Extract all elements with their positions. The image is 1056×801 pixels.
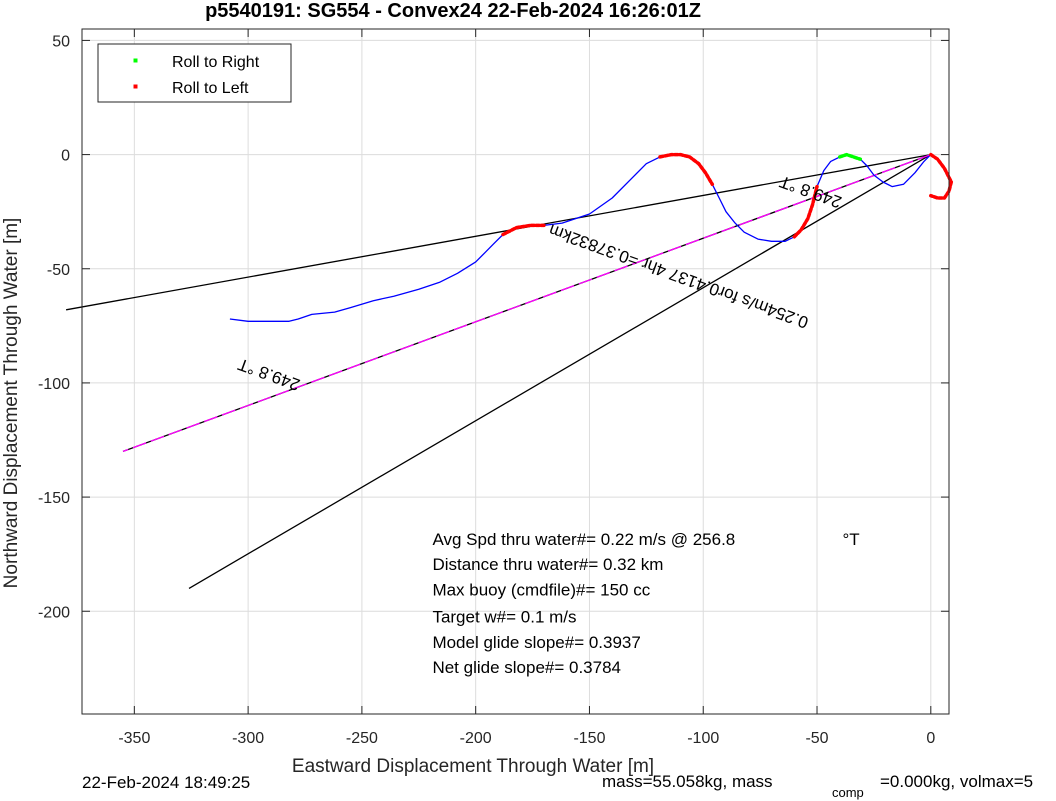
y-tick-label: 50 <box>52 33 70 50</box>
y-tick-label: -100 <box>38 376 70 393</box>
axes-box <box>81 28 950 715</box>
reference-line <box>65 153 931 311</box>
footer-mass: mass=55.058kg, mass <box>602 772 773 791</box>
x-axis-label: Eastward Displacement Through Water [m] <box>292 756 654 777</box>
roll-left-segment <box>792 184 819 239</box>
track-line <box>229 153 952 322</box>
track-layer <box>229 153 952 322</box>
footer-mass-subscript: comp <box>832 785 864 800</box>
roll-left-segment <box>929 152 954 200</box>
annotation-text: Distance thru water#= 0.32 km <box>432 555 663 574</box>
legend-marker-roll-left <box>133 84 138 89</box>
x-tick-label: -200 <box>460 730 492 747</box>
annotation-text: Model glide slope#= 0.3937 <box>432 633 640 652</box>
legend-box <box>97 43 292 103</box>
legend-label-roll-right: Roll to Right <box>172 54 260 71</box>
x-tick-label: 0 <box>926 730 935 747</box>
y-tick-label: 0 <box>61 148 70 165</box>
footer-timestamp: 22-Feb-2024 18:49:25 <box>82 773 250 792</box>
x-tick-label: -300 <box>232 730 264 747</box>
roll-right-segment <box>838 152 863 161</box>
y-tick-label: -200 <box>38 604 70 621</box>
legend-marker-roll-right <box>133 58 138 63</box>
x-tick-label: -100 <box>687 730 719 747</box>
grid <box>82 29 949 714</box>
y-tick-label: -50 <box>47 262 70 279</box>
y-axis-label: Northward Displacement Through Water [m] <box>1 218 22 589</box>
roll-left-segment <box>658 152 715 187</box>
annotation-unit: °T <box>842 530 859 549</box>
y-tick-label: -150 <box>38 490 70 507</box>
footer-mass-rest: =0.000kg, volmax=5 <box>880 772 1033 791</box>
plot-area <box>82 29 949 714</box>
reference-lines <box>65 153 932 589</box>
roll-left-segment <box>501 223 546 237</box>
heading-line <box>122 153 932 453</box>
x-tick-label: -150 <box>573 730 605 747</box>
annotation-text: Max buoy (cmdfile)#= 150 cc <box>432 580 650 599</box>
legend-label-roll-left: Roll to Left <box>172 80 249 97</box>
x-tick-label: -50 <box>805 730 828 747</box>
x-tick-label: -350 <box>118 730 150 747</box>
roll-markers <box>501 152 954 239</box>
annotations: Avg Spd thru water#= 0.22 m/s @ 256.8 °T D… <box>432 530 859 677</box>
annotation-text: Avg Spd thru water#= 0.22 m/s @ 256.8 <box>432 530 735 549</box>
annotation-text: Net glide slope#= 0.3784 <box>432 658 621 677</box>
x-tick-label: -250 <box>346 730 378 747</box>
reference-line <box>188 154 932 589</box>
annotation-text: Target w#= 0.1 m/s <box>432 608 576 627</box>
legend: Roll to Right Roll to Left <box>97 43 292 103</box>
tick-labels: -350 -300 -250 -200 -150 -100 -50 0 50 0 -50 -100 -1… <box>38 33 935 747</box>
chart-title: p5540191: SG554 - Convex24 22-Feb-2024 1… <box>205 0 701 22</box>
